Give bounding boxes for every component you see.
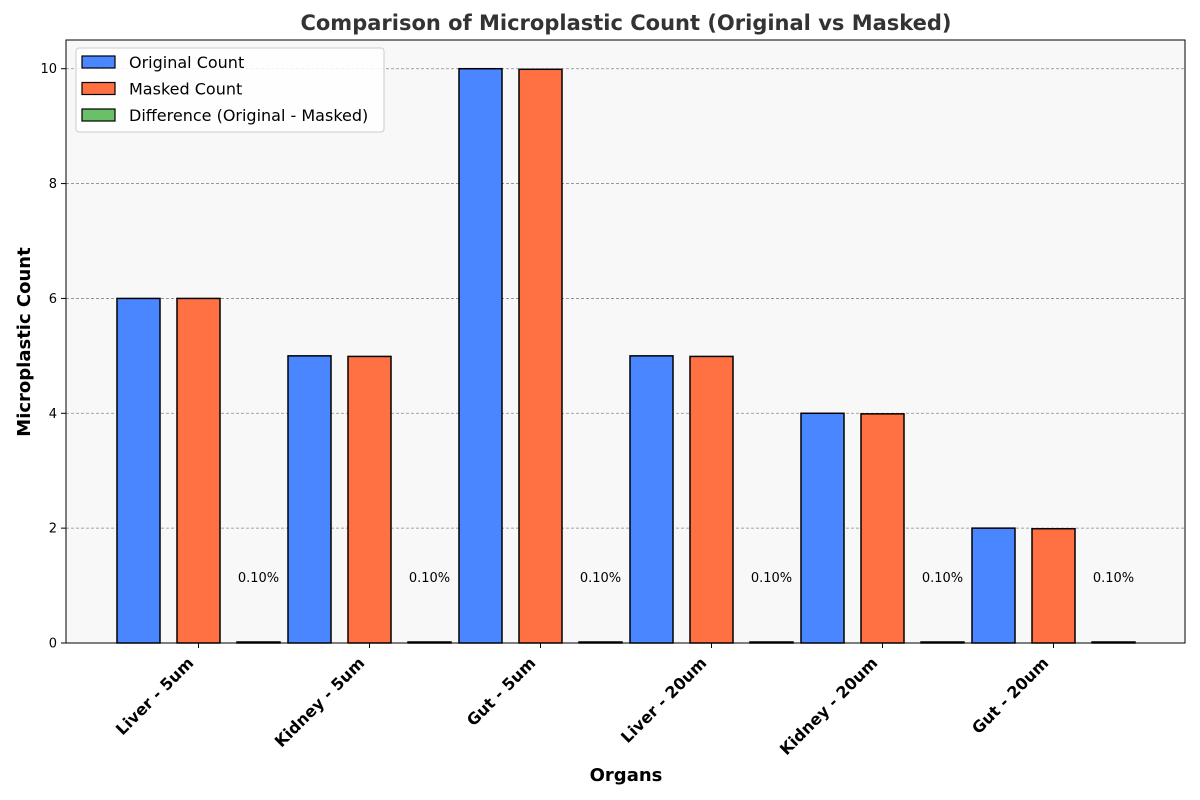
difference-percent-label: 0.10%: [409, 571, 450, 586]
bar-original: [971, 527, 1016, 644]
legend-label: Original Count: [129, 53, 244, 72]
difference-percent-label: 0.10%: [580, 571, 621, 586]
legend-box: [75, 47, 385, 133]
bar-masked: [1031, 527, 1076, 644]
legend-label: Masked Count: [129, 80, 242, 99]
y-axis-label: Microplastic Count: [14, 247, 35, 437]
x-tick-label: Gut - 20um: [968, 653, 1052, 737]
y-tick-label: 0: [49, 637, 57, 652]
x-axis-label: Organs: [590, 765, 663, 786]
bar-original: [800, 412, 845, 644]
x-tick-label: Kidney - 5um: [271, 653, 369, 751]
x-tick-label: Liver - 20um: [617, 653, 710, 746]
x-tick-label: Gut - 5um: [463, 653, 539, 729]
difference-percent-label: 0.10%: [922, 571, 963, 586]
legend-swatch: [81, 81, 116, 96]
bar-masked: [689, 355, 734, 644]
legend-label: Difference (Original - Masked): [129, 106, 368, 125]
difference-percent-label: 0.10%: [238, 571, 279, 586]
legend-swatch: [81, 55, 116, 69]
bar-masked: [518, 68, 563, 644]
bar-original: [629, 355, 674, 644]
bars-group: [116, 67, 1136, 644]
x-tick-label: Kidney - 20um: [776, 653, 881, 758]
plot-frame: [65, 39, 1186, 644]
legend-swatch: [81, 108, 116, 122]
difference-percent-label: 0.10%: [1093, 571, 1134, 586]
bar-masked: [860, 413, 905, 644]
x-tick-label: Liver - 5um: [112, 653, 197, 738]
y-tick-label: 6: [49, 292, 57, 307]
y-tick-label: 8: [49, 177, 57, 192]
bar-original: [458, 67, 503, 644]
legend: Original Count Masked Count Difference (Or…: [75, 47, 385, 133]
chart-title: Comparison of Microplastic Count (Origin…: [300, 11, 951, 35]
difference-percent-label: 0.10%: [751, 571, 792, 586]
y-axis-ticks: 0 2 4 6 8 10: [40, 62, 66, 652]
bar-masked: [347, 355, 392, 644]
y-tick-label: 10: [40, 62, 57, 77]
x-axis-ticks: Liver - 5um Kidney - 5um Gut - 5um Liver - …: [112, 643, 1054, 759]
difference-labels: 0.10% 0.10% 0.10% 0.10% 0.10% 0.10%: [238, 571, 1134, 586]
y-tick-label: 4: [49, 407, 57, 422]
bar-masked: [176, 297, 221, 644]
bar-original: [287, 355, 332, 644]
bar-original: [116, 297, 161, 644]
y-tick-label: 2: [49, 522, 57, 537]
